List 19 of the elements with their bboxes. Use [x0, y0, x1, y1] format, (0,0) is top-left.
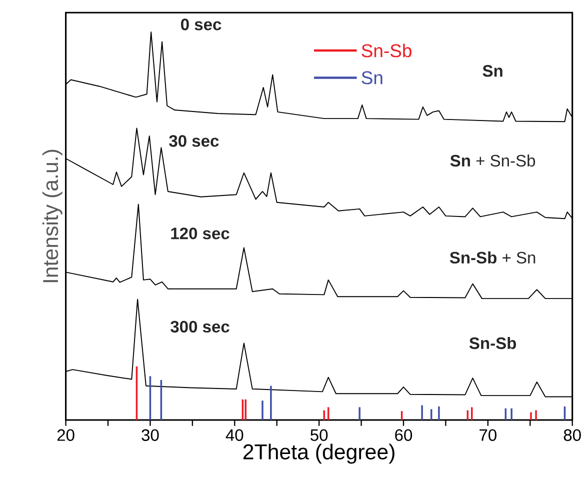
- series-label: 30 sec: [169, 135, 219, 147]
- x-tick-label: 20: [57, 429, 74, 441]
- x-tick-label: 80: [564, 429, 581, 441]
- series-label: 300 sec: [170, 320, 230, 333]
- x-tick-label: 50: [310, 429, 328, 441]
- annotation: Sn-Sb: [469, 336, 516, 350]
- series-label: 120 sec: [171, 228, 230, 240]
- legend-label: Sn: [362, 71, 382, 84]
- x-axis-title: 2Theta (degree): [243, 444, 394, 464]
- y-axis-title: Intensity (a.u.): [42, 150, 62, 282]
- x-tick-label: 30: [142, 429, 159, 441]
- annotation: Sn + Sn-Sb: [450, 154, 536, 167]
- legend-label: Sn-Sb: [362, 44, 412, 58]
- annotation: Sn: [482, 64, 502, 77]
- annotation: Sn-Sb + Sn: [450, 251, 536, 264]
- x-tick-label: 40: [226, 429, 244, 441]
- x-tick-label: 60: [395, 429, 412, 441]
- series-label: 0 sec: [181, 18, 222, 30]
- x-tick-label: 70: [480, 429, 496, 441]
